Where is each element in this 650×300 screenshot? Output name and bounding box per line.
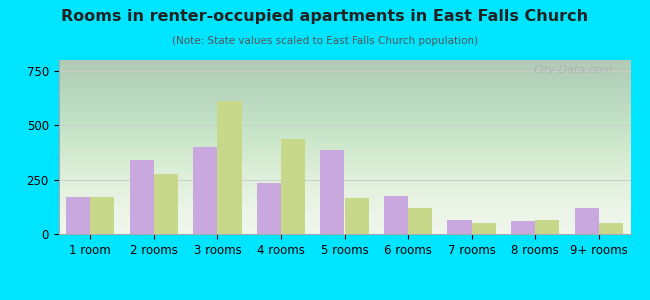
Bar bbox=[217, 101, 242, 234]
Bar bbox=[344, 198, 369, 234]
Legend: East Falls Church, Arlington: East Falls Church, Arlington bbox=[216, 295, 473, 300]
Text: City-Data.com: City-Data.com bbox=[534, 65, 614, 75]
Bar bbox=[257, 183, 281, 234]
Text: (Note: State values scaled to East Falls Church population): (Note: State values scaled to East Falls… bbox=[172, 36, 478, 46]
Bar bbox=[130, 160, 154, 234]
Bar bbox=[408, 208, 432, 234]
Bar bbox=[599, 223, 623, 234]
Bar bbox=[535, 220, 559, 234]
Bar bbox=[90, 197, 114, 234]
Bar bbox=[281, 140, 305, 234]
Bar bbox=[384, 196, 408, 234]
Bar bbox=[511, 221, 535, 234]
Bar bbox=[154, 174, 178, 234]
Bar bbox=[447, 220, 472, 234]
Bar bbox=[193, 147, 217, 234]
Bar bbox=[320, 150, 344, 234]
Bar bbox=[472, 223, 496, 234]
Bar bbox=[575, 208, 599, 234]
Text: Rooms in renter-occupied apartments in East Falls Church: Rooms in renter-occupied apartments in E… bbox=[62, 9, 588, 24]
Bar bbox=[66, 197, 90, 234]
